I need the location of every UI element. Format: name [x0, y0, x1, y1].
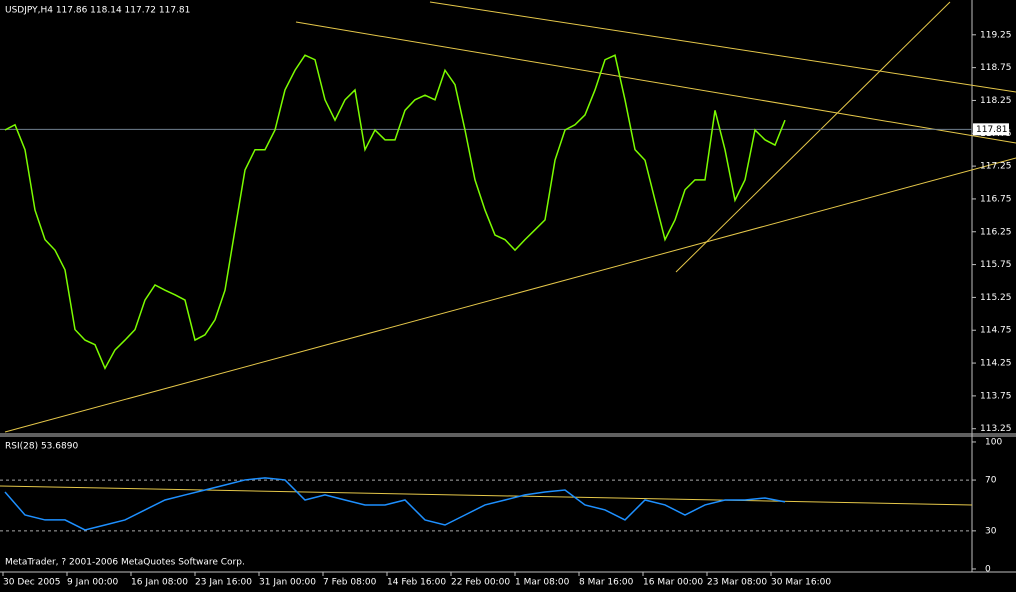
y-tick-label: 119.25	[980, 30, 1012, 40]
footer: MetaTrader, ? 2001-2006 MetaQuotes Softw…	[5, 558, 245, 568]
trendline	[4, 157, 1016, 433]
y-tick-label: 100	[985, 437, 1002, 447]
trendline	[295, 21, 1016, 144]
trendline	[429, 1, 1016, 93]
current-price-tag	[973, 123, 1009, 136]
series-line	[4, 477, 786, 531]
y-tick-label: 70	[985, 476, 997, 486]
y-tick-label: 115.25	[980, 293, 1012, 303]
x-tick-label: 14 Feb 16:00	[387, 578, 446, 588]
y-tick-label: 117.25	[980, 162, 1012, 172]
x-tick-label: 23 Jan 16:00	[195, 578, 252, 588]
x-tick-label: 30 Dec 2005	[3, 578, 61, 588]
y-tick-label: 114.75	[980, 326, 1012, 336]
series-line	[4, 54, 786, 371]
y-tick-label: 113.25	[980, 424, 1012, 434]
y-tick-label: 116.75	[980, 194, 1012, 204]
x-tick-label: 23 Mar 08:00	[707, 578, 767, 588]
x-tick-label: 30 Mar 16:00	[771, 578, 831, 588]
y-tick-label: 118.75	[980, 63, 1012, 73]
current-price-label: 117.81	[976, 125, 1008, 135]
x-tick-label: 1 Mar 08:00	[515, 578, 570, 588]
y-tick-label: 0	[985, 564, 991, 574]
rsi-title: RSI(28) 53.6890	[5, 442, 78, 452]
x-tick-label: 16 Jan 08:00	[131, 578, 188, 588]
x-tick-label: 31 Jan 00:00	[259, 578, 316, 588]
y-tick-label: 118.25	[980, 96, 1012, 106]
rsi-trendline	[0, 485, 973, 506]
y-tick-label: 115.75	[980, 260, 1012, 270]
x-tick-label: 22 Feb 00:00	[451, 578, 510, 588]
x-tick-label: 16 Mar 00:00	[643, 578, 703, 588]
trendline	[675, 1, 951, 273]
y-tick-label: 114.25	[980, 359, 1012, 369]
y-tick-label: 113.75	[980, 391, 1012, 401]
chart-title: USDJPY,H4 117.86 118.14 117.72 117.81	[5, 6, 190, 16]
y-tick-label: 30	[985, 526, 997, 536]
x-tick-label: 7 Feb 08:00	[323, 578, 377, 588]
x-tick-label: 9 Jan 00:00	[67, 578, 119, 588]
y-tick-label: 116.25	[980, 227, 1012, 237]
x-tick-label: 8 Mar 16:00	[579, 578, 634, 588]
